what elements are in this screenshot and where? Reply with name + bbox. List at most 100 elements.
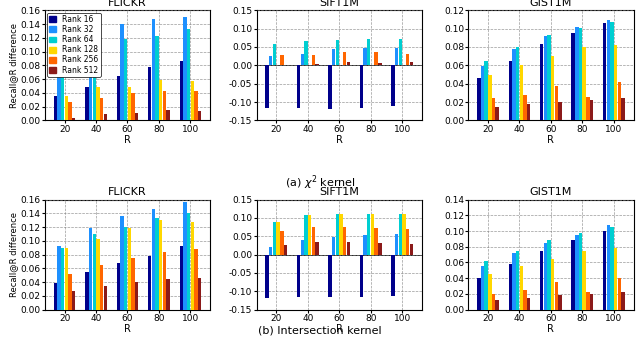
Bar xyxy=(586,97,589,120)
Bar xyxy=(198,278,201,310)
Y-axis label: Recall@R difference: Recall@R difference xyxy=(9,23,18,108)
Bar xyxy=(603,23,606,120)
Bar xyxy=(582,47,586,120)
Bar xyxy=(148,67,152,120)
Title: FLICKR: FLICKR xyxy=(108,0,147,8)
Bar xyxy=(492,98,495,120)
Title: SIFT1M: SIFT1M xyxy=(319,187,359,197)
Bar xyxy=(558,295,562,310)
Bar xyxy=(484,61,488,120)
Bar xyxy=(135,114,138,120)
Bar xyxy=(68,274,72,310)
Bar xyxy=(124,39,127,120)
X-axis label: R: R xyxy=(547,324,554,334)
Bar xyxy=(544,36,547,120)
Bar xyxy=(579,233,582,310)
Bar xyxy=(481,66,484,120)
Bar xyxy=(284,245,287,255)
Bar xyxy=(343,53,346,65)
Bar xyxy=(558,102,562,120)
Bar xyxy=(516,47,519,120)
Bar xyxy=(312,55,315,65)
Bar xyxy=(335,214,339,255)
Bar xyxy=(72,291,76,310)
Bar xyxy=(104,114,107,120)
Bar xyxy=(492,294,495,310)
Title: SIFT1M: SIFT1M xyxy=(319,0,359,8)
Bar xyxy=(100,98,103,120)
Bar xyxy=(410,244,413,255)
Bar xyxy=(551,56,554,120)
Bar xyxy=(603,231,606,310)
Bar xyxy=(308,215,311,255)
Bar xyxy=(332,237,335,255)
Bar xyxy=(575,27,579,120)
Bar xyxy=(488,274,492,310)
Bar xyxy=(391,255,395,296)
Bar xyxy=(618,82,621,120)
Bar xyxy=(131,93,134,120)
Bar xyxy=(116,263,120,310)
Bar xyxy=(198,111,201,120)
Bar xyxy=(547,35,551,120)
Bar xyxy=(280,55,284,65)
Bar xyxy=(367,39,371,65)
Bar xyxy=(85,272,88,310)
Bar xyxy=(339,214,343,255)
Bar xyxy=(347,62,350,65)
Bar xyxy=(93,234,96,310)
Title: FLICKR: FLICKR xyxy=(108,187,147,197)
Bar xyxy=(273,44,276,65)
Bar xyxy=(402,214,406,255)
Bar xyxy=(316,243,319,255)
Bar xyxy=(96,87,100,120)
Bar xyxy=(316,64,319,65)
Bar xyxy=(127,228,131,310)
Bar xyxy=(166,279,170,310)
Bar xyxy=(551,258,554,310)
X-axis label: R: R xyxy=(336,324,342,334)
Text: (a) $\chi^2$ kernel: (a) $\chi^2$ kernel xyxy=(285,174,355,192)
Bar xyxy=(297,65,300,108)
Bar xyxy=(360,255,363,297)
Bar xyxy=(156,218,159,310)
Bar xyxy=(131,258,134,310)
Bar xyxy=(512,253,516,310)
Bar xyxy=(488,75,492,120)
X-axis label: R: R xyxy=(124,324,131,334)
Bar xyxy=(527,104,531,120)
Bar xyxy=(58,246,61,310)
Bar xyxy=(547,240,551,310)
Bar xyxy=(72,118,76,120)
Y-axis label: Recall@R difference: Recall@R difference xyxy=(9,212,18,297)
Bar xyxy=(266,255,269,298)
Bar xyxy=(364,48,367,65)
Bar xyxy=(614,45,618,120)
Bar xyxy=(116,76,120,120)
Bar xyxy=(135,282,138,310)
Bar xyxy=(524,290,527,310)
X-axis label: R: R xyxy=(547,135,554,145)
Bar xyxy=(68,103,72,120)
Bar xyxy=(364,235,367,255)
Bar xyxy=(100,265,103,310)
Bar xyxy=(301,54,304,65)
Bar xyxy=(406,229,409,255)
Bar xyxy=(304,215,308,255)
Bar xyxy=(516,251,519,310)
Text: (b) Intersection kernel: (b) Intersection kernel xyxy=(258,325,382,335)
Bar xyxy=(481,266,484,310)
Bar xyxy=(328,255,332,297)
Bar xyxy=(65,248,68,310)
Bar xyxy=(276,222,280,255)
Bar xyxy=(391,65,395,106)
Bar xyxy=(399,214,402,255)
Bar xyxy=(575,235,579,310)
Bar xyxy=(572,240,575,310)
Bar xyxy=(495,107,499,120)
Bar xyxy=(104,286,107,310)
X-axis label: R: R xyxy=(336,135,342,145)
Bar xyxy=(399,39,402,65)
Bar xyxy=(304,42,308,65)
Bar xyxy=(572,33,575,120)
